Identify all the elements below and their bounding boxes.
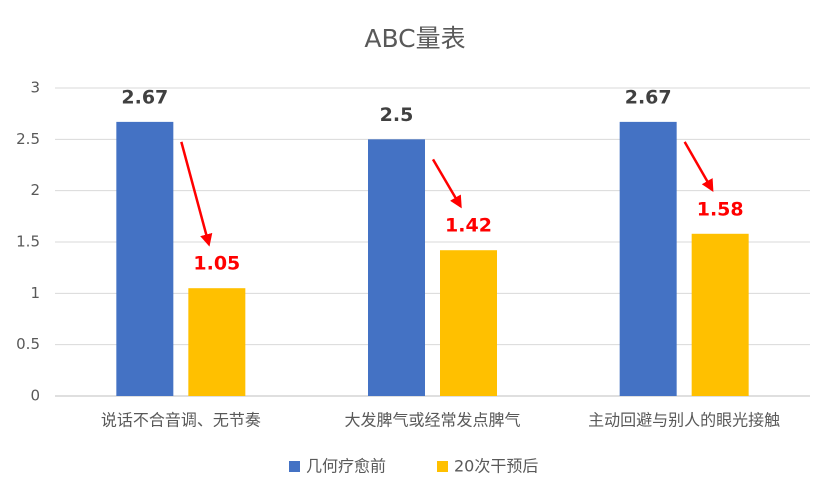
y-tick-label: 0 (30, 387, 40, 405)
data-label: 1.42 (445, 215, 492, 237)
bar (619, 121, 677, 396)
data-label: 1.05 (193, 253, 240, 275)
bar (188, 288, 246, 396)
legend-swatch (437, 461, 448, 472)
arrow (683, 141, 714, 192)
x-tick-label: 主动回避与别人的眼光接触 (588, 411, 780, 430)
y-tick-label: 2 (30, 181, 40, 199)
chart-title: ABC量表 (364, 24, 465, 53)
y-tick-label: 1.5 (16, 233, 40, 251)
bar (691, 233, 749, 396)
bar (368, 139, 425, 397)
y-tick-label: 1 (30, 284, 40, 302)
y-tick-label: 2.5 (16, 130, 40, 148)
bar (440, 250, 497, 396)
y-tick-label: 0.5 (16, 335, 40, 353)
y-tick-label: 3 (30, 79, 40, 97)
arrow (431, 158, 462, 209)
arrow (180, 141, 213, 247)
bar (116, 121, 174, 396)
data-label: 2.67 (625, 86, 672, 108)
data-label: 2.5 (380, 104, 414, 126)
data-label: 2.67 (121, 86, 168, 108)
legend-label: 几何疗愈前 (306, 457, 386, 476)
x-tick-label: 说话不合音调、无节奏 (101, 411, 261, 430)
x-tick-label: 大发脾气或经常发点脾气 (344, 411, 520, 430)
legend-label: 20次干预后 (454, 457, 538, 476)
legend-swatch (289, 461, 300, 472)
data-label: 1.58 (697, 198, 744, 220)
